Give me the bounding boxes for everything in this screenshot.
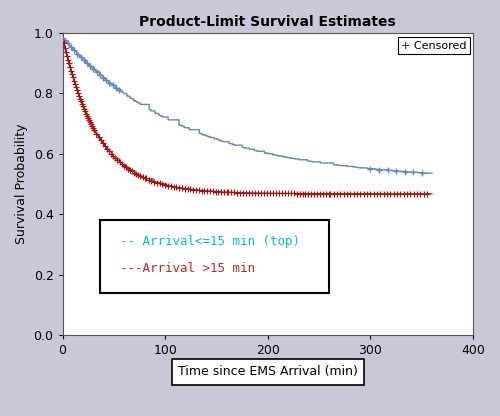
Text: -- Arrival<=15 min (top): -- Arrival<=15 min (top) xyxy=(120,235,300,248)
Text: ---Arrival >15 min: ---Arrival >15 min xyxy=(120,262,255,275)
Text: Time since EMS Arrival (min): Time since EMS Arrival (min) xyxy=(178,365,358,379)
Text: + Censored: + Censored xyxy=(402,40,467,50)
Y-axis label: Survival Probability: Survival Probability xyxy=(15,124,28,244)
FancyBboxPatch shape xyxy=(100,220,330,293)
Title: Product-Limit Survival Estimates: Product-Limit Survival Estimates xyxy=(140,15,396,29)
